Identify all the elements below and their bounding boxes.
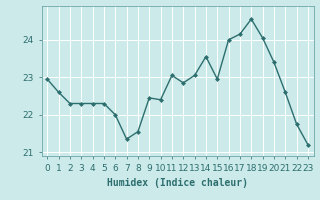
X-axis label: Humidex (Indice chaleur): Humidex (Indice chaleur) [107,178,248,188]
